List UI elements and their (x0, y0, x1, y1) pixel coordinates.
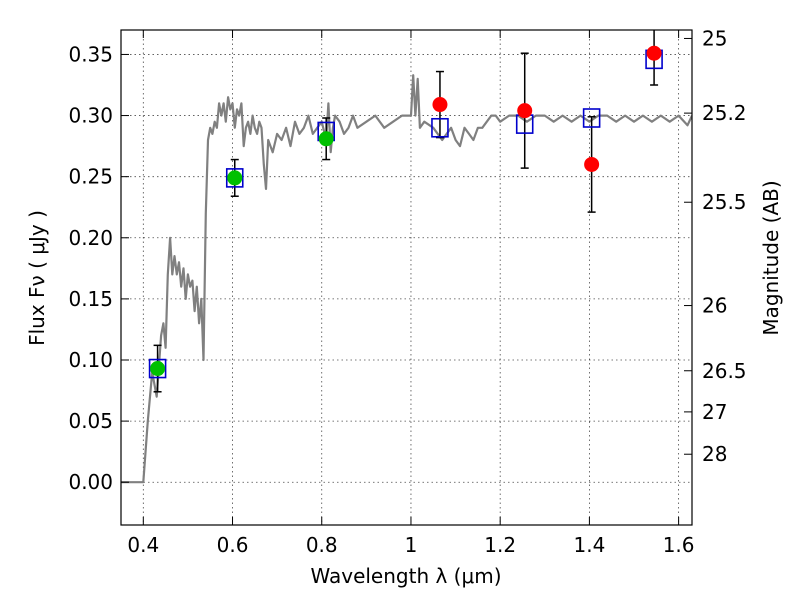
y-tick-label: 0.10 (68, 348, 113, 372)
error-bars (153, 30, 659, 393)
green-data-point (150, 361, 166, 377)
x-tick-label: 1 (405, 533, 418, 557)
x-tick-label: 0.4 (127, 533, 159, 557)
x-tick-label: 0.8 (306, 533, 338, 557)
y2-tick-label: 25.2 (702, 101, 747, 125)
y2-tick-label: 25.5 (702, 190, 747, 214)
y-tick-label: 0.05 (68, 409, 113, 433)
y2-axis-label: Magnitude (AB) (759, 180, 783, 335)
model-square-marker (148, 358, 167, 379)
green-data-point (227, 170, 243, 186)
y2-tick-label: 26 (702, 294, 727, 318)
red-data-point (432, 97, 448, 113)
red-data-point (517, 103, 533, 119)
y-tick-label: 0.25 (68, 165, 113, 189)
grid (121, 30, 692, 525)
axis-ticks: 0.4 0.6 0.8 1 1.2 1.4 1.6 0.00 0.05 0.10 0.15 0.20 0… (68, 26, 746, 557)
y-tick-label: 0.35 (68, 42, 113, 66)
model-square-marker (225, 168, 244, 188)
x-tick-label: 0.6 (217, 533, 249, 557)
y2-tick-label: 26.5 (702, 359, 747, 383)
observed-points (150, 45, 662, 377)
x-tick-label: 1.2 (484, 533, 516, 557)
y2-tick-label: 28 (702, 442, 727, 466)
model-square-marker (582, 108, 601, 128)
y-tick-label: 0.20 (68, 226, 113, 250)
plot-frame (120, 29, 693, 526)
y-tick-label: 0.15 (68, 287, 113, 311)
x-axis-label: Wavelength λ (μm) (310, 564, 501, 588)
model-photometry-squares (148, 49, 663, 379)
model-spectrum (121, 74, 692, 484)
model-spectrum-line (121, 74, 692, 484)
model-square-marker (431, 117, 449, 138)
x-tick-label: 1.6 (663, 533, 695, 557)
y2-tick-label: 27 (702, 400, 727, 424)
y-tick-label: 0.30 (68, 104, 113, 128)
y-tick-label: 0.00 (68, 470, 113, 494)
green-data-point (318, 131, 334, 147)
red-data-point (646, 45, 662, 61)
y2-tick-label: 25 (702, 26, 727, 50)
y-axis-label: Flux Fν ( μJy ) (25, 210, 49, 346)
red-data-point (584, 156, 600, 172)
x-tick-label: 1.4 (573, 533, 605, 557)
